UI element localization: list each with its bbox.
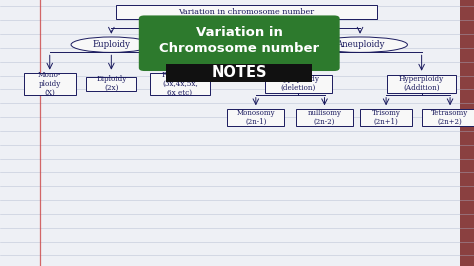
Text: Polyploidy
(3x,4x,5x,
6x etc): Polyploidy (3x,4x,5x, 6x etc) [161, 71, 199, 97]
Text: Diploidy
(2x): Diploidy (2x) [96, 75, 127, 92]
Text: Mono-
ploidy
(X): Mono- ploidy (X) [38, 71, 62, 97]
FancyBboxPatch shape [459, 0, 474, 266]
Ellipse shape [71, 37, 152, 52]
FancyBboxPatch shape [387, 75, 456, 93]
Text: nullisomy
(2n-2): nullisomy (2n-2) [308, 109, 341, 126]
FancyBboxPatch shape [422, 109, 474, 126]
FancyBboxPatch shape [86, 77, 136, 91]
FancyBboxPatch shape [296, 109, 353, 126]
Text: Euploidy: Euploidy [92, 40, 130, 49]
FancyBboxPatch shape [228, 109, 284, 126]
Text: Variation in
Chromosome number: Variation in Chromosome number [159, 26, 319, 55]
Text: Aneuploidy: Aneuploidy [336, 40, 384, 49]
Text: Variation in chromosome number: Variation in chromosome number [178, 8, 314, 16]
Text: Hyperploidy
(Addition): Hyperploidy (Addition) [399, 75, 444, 92]
Text: Monosomy
(2n-1): Monosomy (2n-1) [237, 109, 275, 126]
FancyBboxPatch shape [116, 5, 377, 19]
Ellipse shape [313, 37, 408, 52]
Text: NOTES: NOTES [211, 65, 267, 80]
FancyBboxPatch shape [265, 75, 332, 93]
FancyBboxPatch shape [24, 73, 76, 95]
Text: Trisomy
(2n+1): Trisomy (2n+1) [372, 109, 401, 126]
FancyBboxPatch shape [139, 15, 340, 71]
FancyBboxPatch shape [360, 109, 412, 126]
FancyBboxPatch shape [166, 64, 312, 82]
Text: Hypoploidy
(deletion): Hypoploidy (deletion) [277, 75, 319, 92]
Text: Tetrasomy
(2n+2): Tetrasomy (2n+2) [431, 109, 469, 126]
FancyBboxPatch shape [150, 73, 210, 95]
